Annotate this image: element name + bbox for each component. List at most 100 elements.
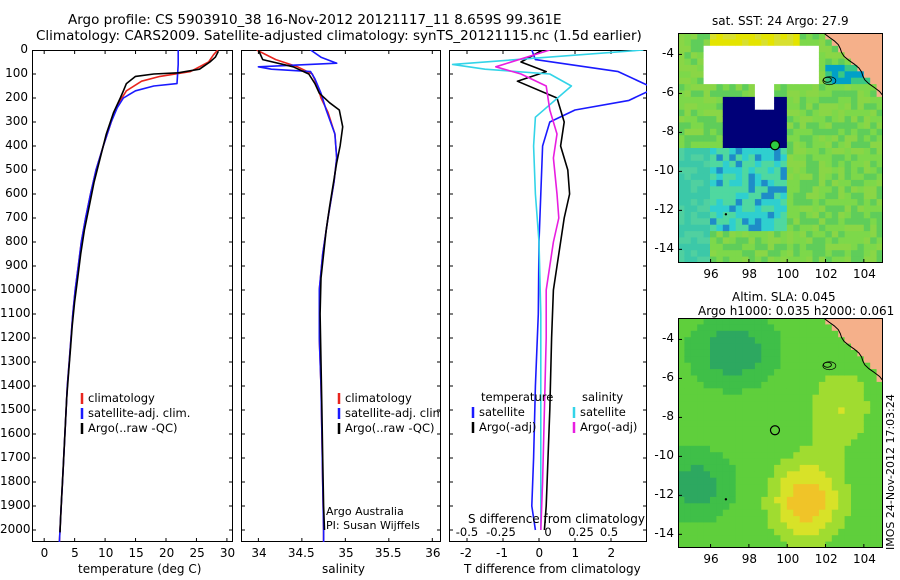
map-cell (857, 318, 865, 325)
map-cell (780, 516, 788, 523)
map-cell (786, 218, 794, 226)
map-cell (684, 250, 692, 257)
sla-map-subtitle: Argo h1000: 0.035 h2000: 0.061 (698, 304, 895, 318)
map-cell (684, 243, 692, 251)
map-cell (844, 58, 852, 66)
map-cell (697, 426, 704, 434)
map-cell (806, 375, 813, 383)
map-cell (812, 349, 820, 357)
map-cell (857, 122, 865, 130)
map-cell (818, 39, 826, 47)
map-cell (716, 528, 724, 536)
map-cell (876, 122, 883, 130)
map-cell (716, 471, 724, 479)
map-cell (754, 343, 762, 351)
map-cell (754, 250, 762, 257)
map-cell (735, 362, 743, 370)
map-cell (716, 141, 724, 149)
x-tick-label: 34.5 (287, 546, 315, 560)
map-cell (735, 439, 743, 447)
map-cell (684, 343, 692, 351)
map-cell (825, 179, 833, 187)
map-cell (786, 109, 794, 117)
map-cell (786, 433, 794, 440)
map-cell (876, 401, 883, 408)
map-cell (825, 154, 833, 162)
map-cell (690, 426, 698, 434)
map-cell (818, 464, 826, 472)
map-cell (838, 477, 845, 485)
map-cell (754, 369, 762, 376)
map-cell (703, 439, 711, 447)
map-cell (831, 541, 839, 548)
map-cell (851, 224, 858, 232)
map-cell (774, 375, 781, 383)
map-cell (870, 237, 877, 245)
map-cell (716, 330, 724, 338)
map-cell (825, 401, 833, 408)
map-cell (851, 452, 858, 459)
map-cell (838, 231, 845, 238)
map-cell (716, 356, 724, 364)
map-cell (767, 433, 775, 440)
map-cell (690, 135, 698, 142)
map-cell (767, 192, 775, 200)
map-lat-label: -10 (654, 448, 674, 463)
map-cell (870, 160, 877, 168)
map-cell (716, 160, 724, 168)
map-cell (748, 256, 756, 263)
map-cell (863, 148, 871, 155)
map-cell (786, 160, 794, 168)
map-cell (799, 394, 807, 402)
map-cell (703, 401, 711, 408)
map-cell (761, 186, 769, 194)
map-cell (697, 84, 704, 91)
map-cell (863, 167, 871, 174)
map-cell (767, 458, 775, 466)
map-cell (780, 445, 788, 453)
map-cell (825, 458, 833, 466)
map-cell (716, 135, 724, 142)
map-cell (722, 318, 730, 325)
map-cell (863, 452, 871, 459)
map-cell (825, 103, 833, 111)
map-cell (761, 179, 769, 187)
map-cell (684, 211, 692, 219)
map-cell (774, 218, 781, 226)
sla-grid (678, 318, 883, 548)
map-cell (722, 528, 730, 536)
map-cell (863, 173, 871, 181)
map-cell (678, 433, 685, 440)
map-cell (716, 199, 724, 206)
map-cell (793, 122, 801, 130)
map-cell (697, 167, 704, 174)
map-cell (697, 122, 704, 130)
map-cell (799, 464, 807, 472)
map-cell (678, 362, 685, 370)
map-cell (844, 256, 852, 263)
map-cell (780, 211, 788, 219)
map-cell (735, 122, 743, 130)
map-cell (870, 199, 877, 206)
map-cell (863, 103, 871, 111)
map-cell (876, 211, 883, 219)
map-lat-label: -8 (662, 124, 674, 139)
map-cell (729, 445, 737, 453)
map-cell (754, 71, 762, 79)
map-cell (703, 154, 711, 162)
map-cell (780, 388, 788, 396)
map-cell (729, 103, 737, 111)
map-cell (722, 116, 730, 123)
map-cell (697, 490, 704, 498)
map-cell (863, 477, 871, 485)
map-cell (761, 388, 769, 396)
map-cell (876, 52, 883, 59)
map-cell (754, 135, 762, 142)
map-cell (818, 90, 826, 98)
map-cell (690, 407, 698, 415)
map-cell (710, 388, 717, 396)
map-cell (825, 503, 833, 511)
map-cell (722, 167, 730, 174)
map-cell (799, 154, 807, 162)
map-cell (876, 458, 883, 466)
